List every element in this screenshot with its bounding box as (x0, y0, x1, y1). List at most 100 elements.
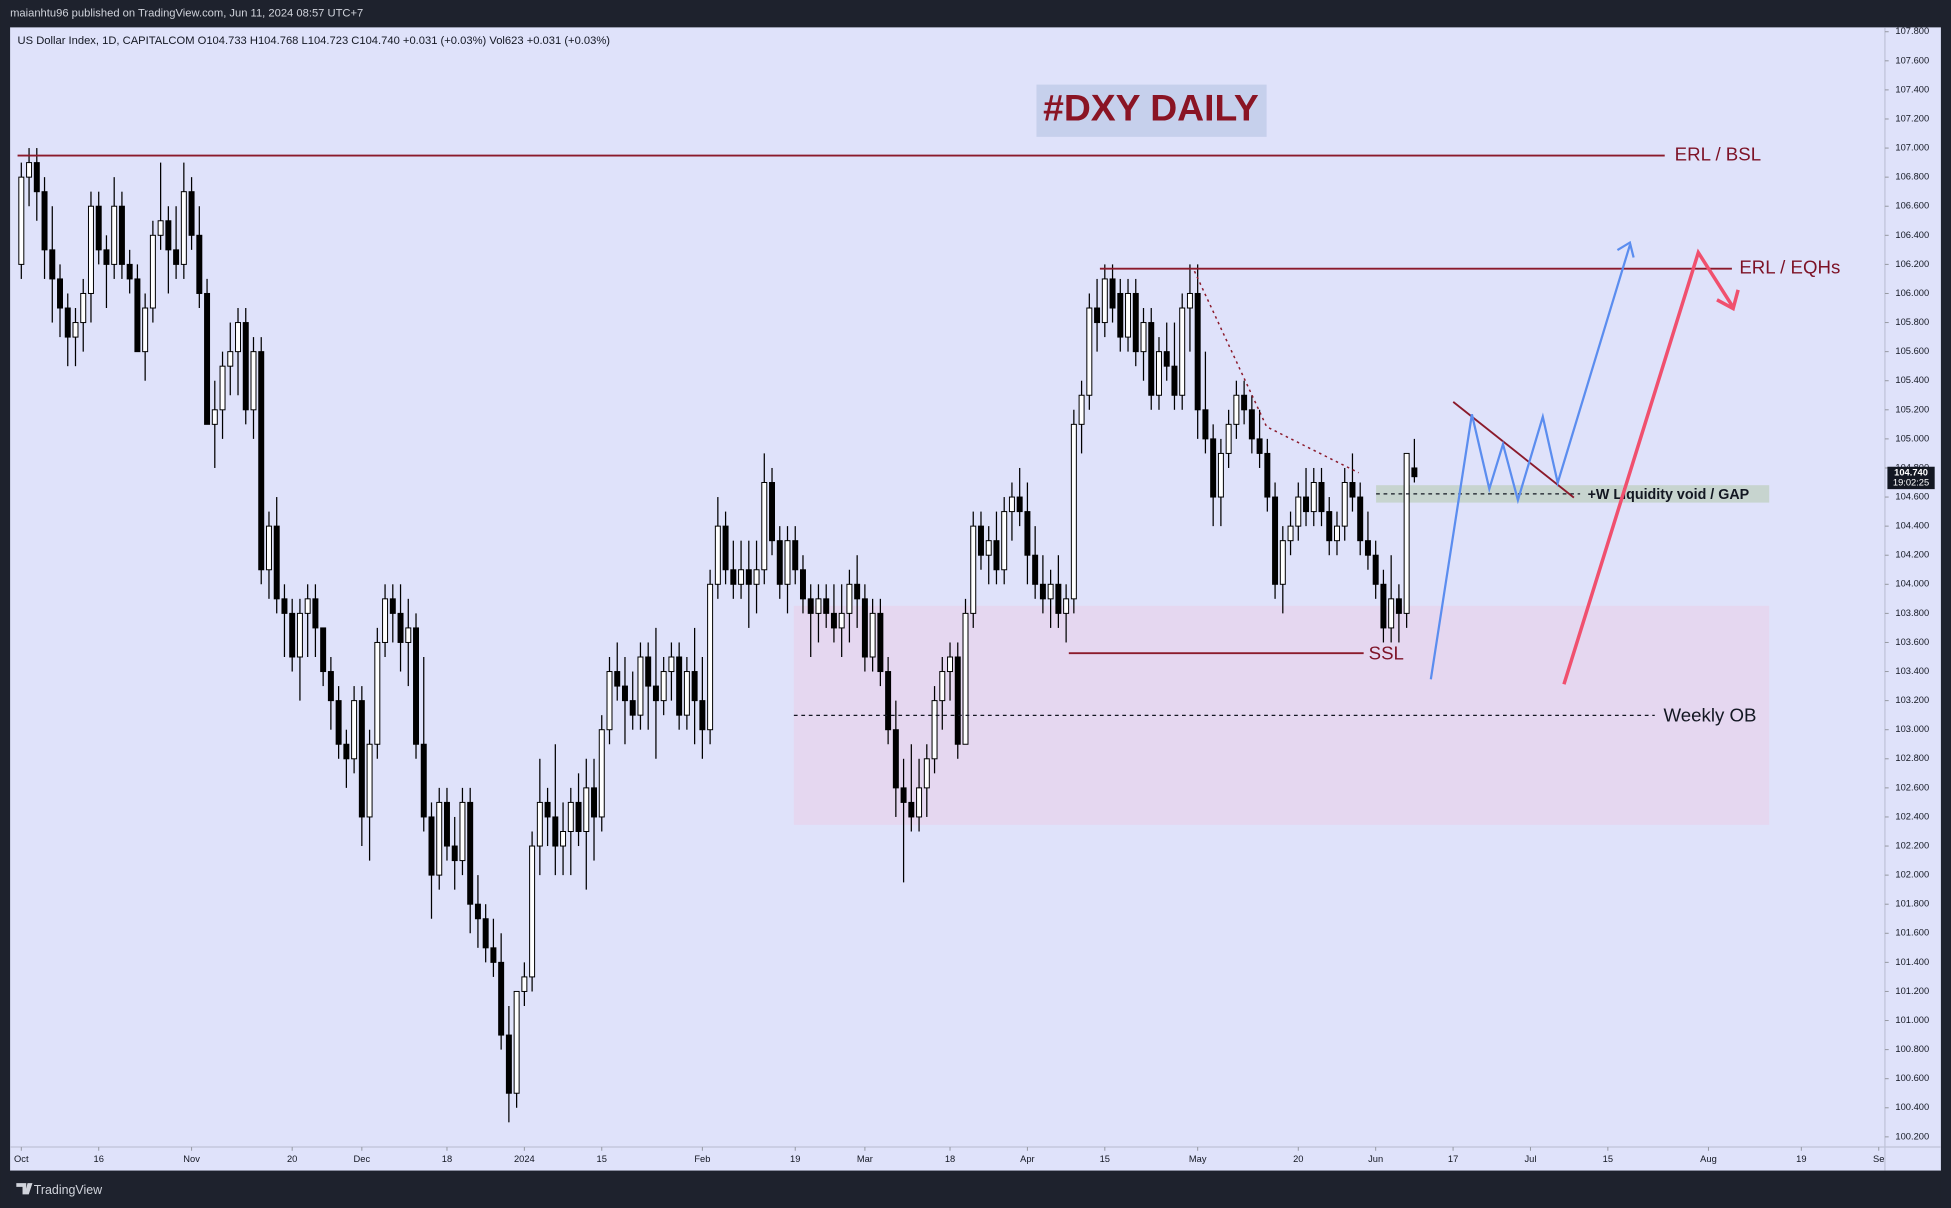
candle-body (142, 307, 149, 353)
candle-body (892, 729, 899, 789)
candle-body (1357, 496, 1364, 542)
y-tick-label: 100.200 (1895, 1131, 1929, 1141)
y-tick-label: 105.400 (1895, 375, 1929, 385)
candle-body (320, 627, 327, 673)
candle-body (544, 801, 551, 818)
candle-body (1109, 278, 1116, 309)
candle-body (1349, 482, 1356, 498)
candle-body (498, 961, 505, 1036)
y-tick-label: 104.000 (1895, 579, 1929, 589)
candle-body (451, 845, 458, 862)
candle-body (552, 816, 559, 847)
candle-body (389, 598, 396, 614)
candle-body (1272, 496, 1279, 585)
candle-body (188, 191, 195, 236)
candle-body (33, 162, 40, 193)
candle-body (1008, 496, 1015, 513)
y-tick-label: 107.200 (1895, 113, 1929, 123)
candle-body (49, 249, 56, 280)
candle-body (1287, 525, 1294, 542)
candle-body (1001, 511, 1008, 571)
candle-body (1179, 307, 1186, 396)
candle-body (993, 540, 1000, 571)
candle-body (1310, 482, 1317, 513)
candle-body (1279, 540, 1286, 585)
candle-body (219, 365, 226, 411)
y-tick-label: 102.600 (1895, 782, 1929, 792)
x-tick-label: May (1189, 1154, 1207, 1164)
x-tick-label: 15 (1603, 1154, 1613, 1164)
candle-body (598, 729, 605, 818)
candle-body (1248, 409, 1255, 440)
candle-body (939, 671, 946, 702)
y-tick-label: 106.000 (1895, 288, 1929, 298)
candle-body (1194, 292, 1201, 411)
candle-body (1155, 351, 1162, 396)
candle-body (838, 612, 845, 629)
candles (18, 148, 1418, 1123)
candle-body (1403, 452, 1410, 614)
x-tick-label: 17 (1448, 1154, 1458, 1164)
x-tick-label: 20 (287, 1154, 297, 1164)
candle-body (1140, 322, 1147, 353)
candle-body (1132, 292, 1139, 353)
candle-body (296, 612, 303, 658)
y-tick-label: 104.400 (1895, 521, 1929, 531)
candle-body (722, 525, 729, 571)
candle-body (420, 743, 427, 818)
projection-red (1562, 248, 1735, 685)
publisher-line: maianhtu96 published on TradingView.com,… (10, 8, 363, 20)
x-tick-label: Mar (857, 1154, 873, 1164)
candle-body (26, 162, 33, 178)
candle-body (87, 205, 94, 294)
arrow-head (1716, 289, 1740, 312)
candle-body (397, 612, 404, 643)
candle-body (157, 220, 164, 236)
candle-body (985, 540, 992, 556)
candle-body (699, 700, 706, 731)
candle-body (382, 598, 389, 643)
candle-body (947, 656, 954, 673)
candle-body (443, 801, 450, 847)
candle-body (1210, 438, 1217, 498)
candle-body (1094, 307, 1101, 324)
candle-body (111, 205, 118, 265)
candle-body (436, 801, 443, 876)
candle-body (289, 612, 296, 658)
x-tick-label: 18 (442, 1154, 452, 1164)
candle-body (180, 191, 187, 265)
trend-dotted (1193, 270, 1360, 474)
candle-body (753, 569, 760, 585)
x-tick-label: 20 (1293, 1154, 1303, 1164)
candle-body (1388, 598, 1395, 629)
candle-body (258, 351, 265, 571)
candle-body (916, 787, 923, 818)
candle-body (784, 540, 791, 585)
candle-body (970, 525, 977, 614)
candle-body (776, 540, 783, 585)
candle-body (1186, 292, 1193, 309)
candle-body (366, 743, 373, 818)
candle-body (923, 758, 930, 789)
y-tick-label: 100.600 (1895, 1073, 1929, 1083)
chart-title: #DXY DAILY (1043, 87, 1259, 129)
candle-body (536, 801, 543, 847)
annotation: +W Liquidity void / GAP (1588, 487, 1750, 503)
candle-body (1148, 322, 1155, 396)
candle-body (374, 641, 381, 745)
y-tick-label: 102.200 (1895, 841, 1929, 851)
x-tick-label: 15 (1100, 1154, 1110, 1164)
candle-body (1318, 482, 1325, 513)
candle-body (877, 612, 884, 673)
x-tick-label: 19 (790, 1154, 800, 1164)
candle-body (1171, 365, 1178, 396)
candle-body (1070, 423, 1077, 600)
y-tick-label: 105.800 (1895, 317, 1929, 327)
candle-body (846, 583, 853, 614)
candle-body (1341, 482, 1348, 527)
candle-body (1380, 583, 1387, 629)
y-tick-label: 101.800 (1895, 899, 1929, 909)
